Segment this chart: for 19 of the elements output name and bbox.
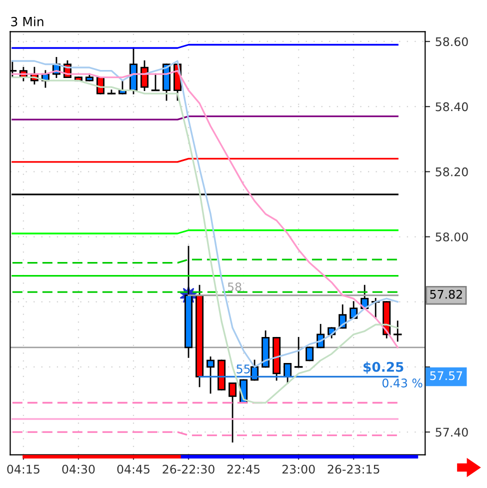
- annotation: 55: [236, 364, 250, 374]
- y-tick-label: 57.40: [436, 428, 468, 437]
- annotation: $0.25: [364, 362, 404, 374]
- x-tick-label: 23:00: [282, 464, 315, 474]
- x-tick-label: 04:15: [7, 464, 40, 474]
- y-tick-label: 58.00: [436, 232, 468, 242]
- text: 57.82: [430, 290, 462, 299]
- y-tick-label: 58.20: [436, 167, 468, 176]
- y-tick-label: 58.40: [436, 102, 468, 112]
- annotation: 58: [228, 282, 242, 292]
- x-tick-label: 26-23:15: [328, 464, 380, 474]
- x-tick-label: 22:45: [227, 464, 260, 474]
- chart-title: 3 Min: [11, 16, 44, 26]
- x-tick-label: 04:45: [117, 464, 150, 474]
- annotation: 0.43 %: [382, 378, 422, 388]
- text: 57.57: [430, 371, 462, 380]
- y-tick-label: 58.60: [436, 37, 468, 46]
- x-tick-label: 26-22:30: [162, 464, 214, 474]
- x-tick-label: 04:30: [62, 464, 95, 474]
